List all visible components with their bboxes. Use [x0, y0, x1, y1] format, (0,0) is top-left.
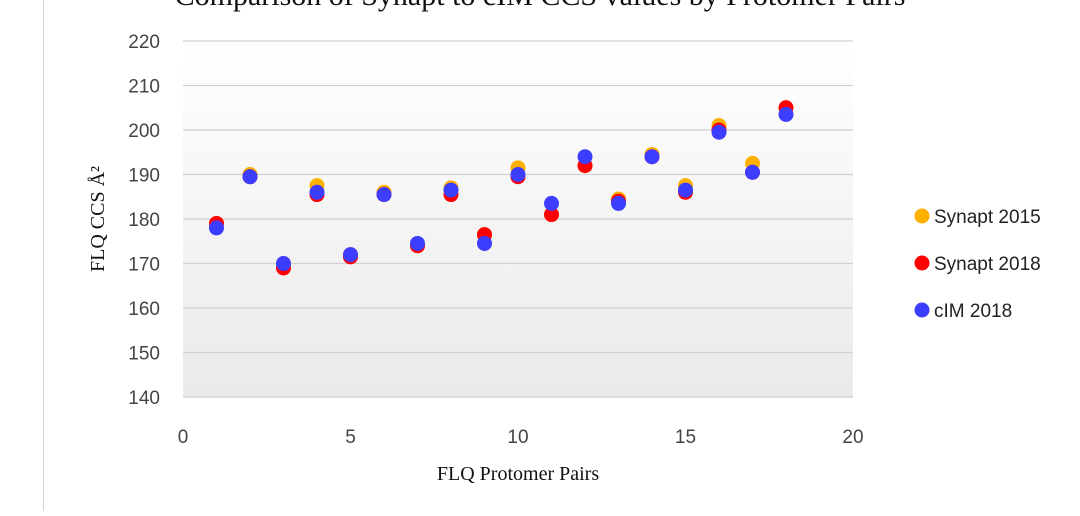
legend-label: cIM 2018	[934, 301, 1012, 322]
y-tick-label-140: 140	[128, 388, 160, 409]
data-point	[745, 164, 760, 180]
x-tick-label-20: 20	[842, 427, 863, 448]
y-tick-label-210: 210	[128, 77, 160, 98]
data-point	[309, 184, 325, 200]
series-cim-2018	[209, 106, 794, 271]
data-point	[778, 106, 794, 122]
y-tick-label-170: 170	[128, 255, 160, 276]
y-tick-label-180: 180	[128, 210, 160, 231]
y-tick-label-190: 190	[128, 166, 160, 187]
y-axis-title: FLQ CCS Å²	[87, 166, 109, 272]
y-axis-tick-labels: 140 150 160 170 180 190 200 210 220	[128, 32, 160, 409]
data-point	[242, 169, 258, 185]
x-tick-label-15: 15	[675, 427, 696, 448]
data-point	[678, 182, 693, 198]
page-divider-line	[43, 0, 44, 511]
data-point	[343, 247, 358, 263]
y-tick-label-160: 160	[128, 299, 160, 320]
legend-label: Synapt 2015	[934, 207, 1041, 228]
legend-marker	[914, 208, 930, 224]
y-tick-label-150: 150	[128, 344, 160, 365]
data-point	[644, 149, 660, 165]
x-axis-tick-labels: 0 5 10 15 20	[178, 427, 864, 448]
data-point	[611, 195, 626, 211]
y-tick-label-200: 200	[128, 121, 160, 142]
x-tick-label-0: 0	[178, 427, 189, 448]
data-point	[376, 187, 392, 203]
x-tick-label-10: 10	[507, 427, 528, 448]
data-point	[477, 235, 492, 251]
data-points	[209, 100, 794, 276]
data-point	[443, 182, 459, 198]
data-point	[209, 220, 224, 236]
data-point	[510, 167, 526, 182]
x-axis-title: FLQ Protomer Pairs	[437, 463, 599, 485]
data-point	[544, 195, 559, 211]
data-point	[276, 256, 291, 271]
data-point	[711, 124, 727, 140]
x-tick-label-5: 5	[345, 427, 356, 448]
legend-marker	[914, 255, 930, 271]
data-point	[410, 235, 425, 251]
legend-marker	[914, 302, 930, 318]
data-point	[577, 149, 593, 165]
data-point	[544, 207, 559, 223]
y-tick-label-220: 220	[128, 32, 160, 53]
chart-legend: Synapt 2015 Synapt 2018 cIM 2018	[914, 207, 1041, 322]
legend-label: Synapt 2018	[934, 254, 1041, 275]
chart-title-fragment: Comparison of Synapt to cIM CCS values b…	[175, 0, 906, 12]
